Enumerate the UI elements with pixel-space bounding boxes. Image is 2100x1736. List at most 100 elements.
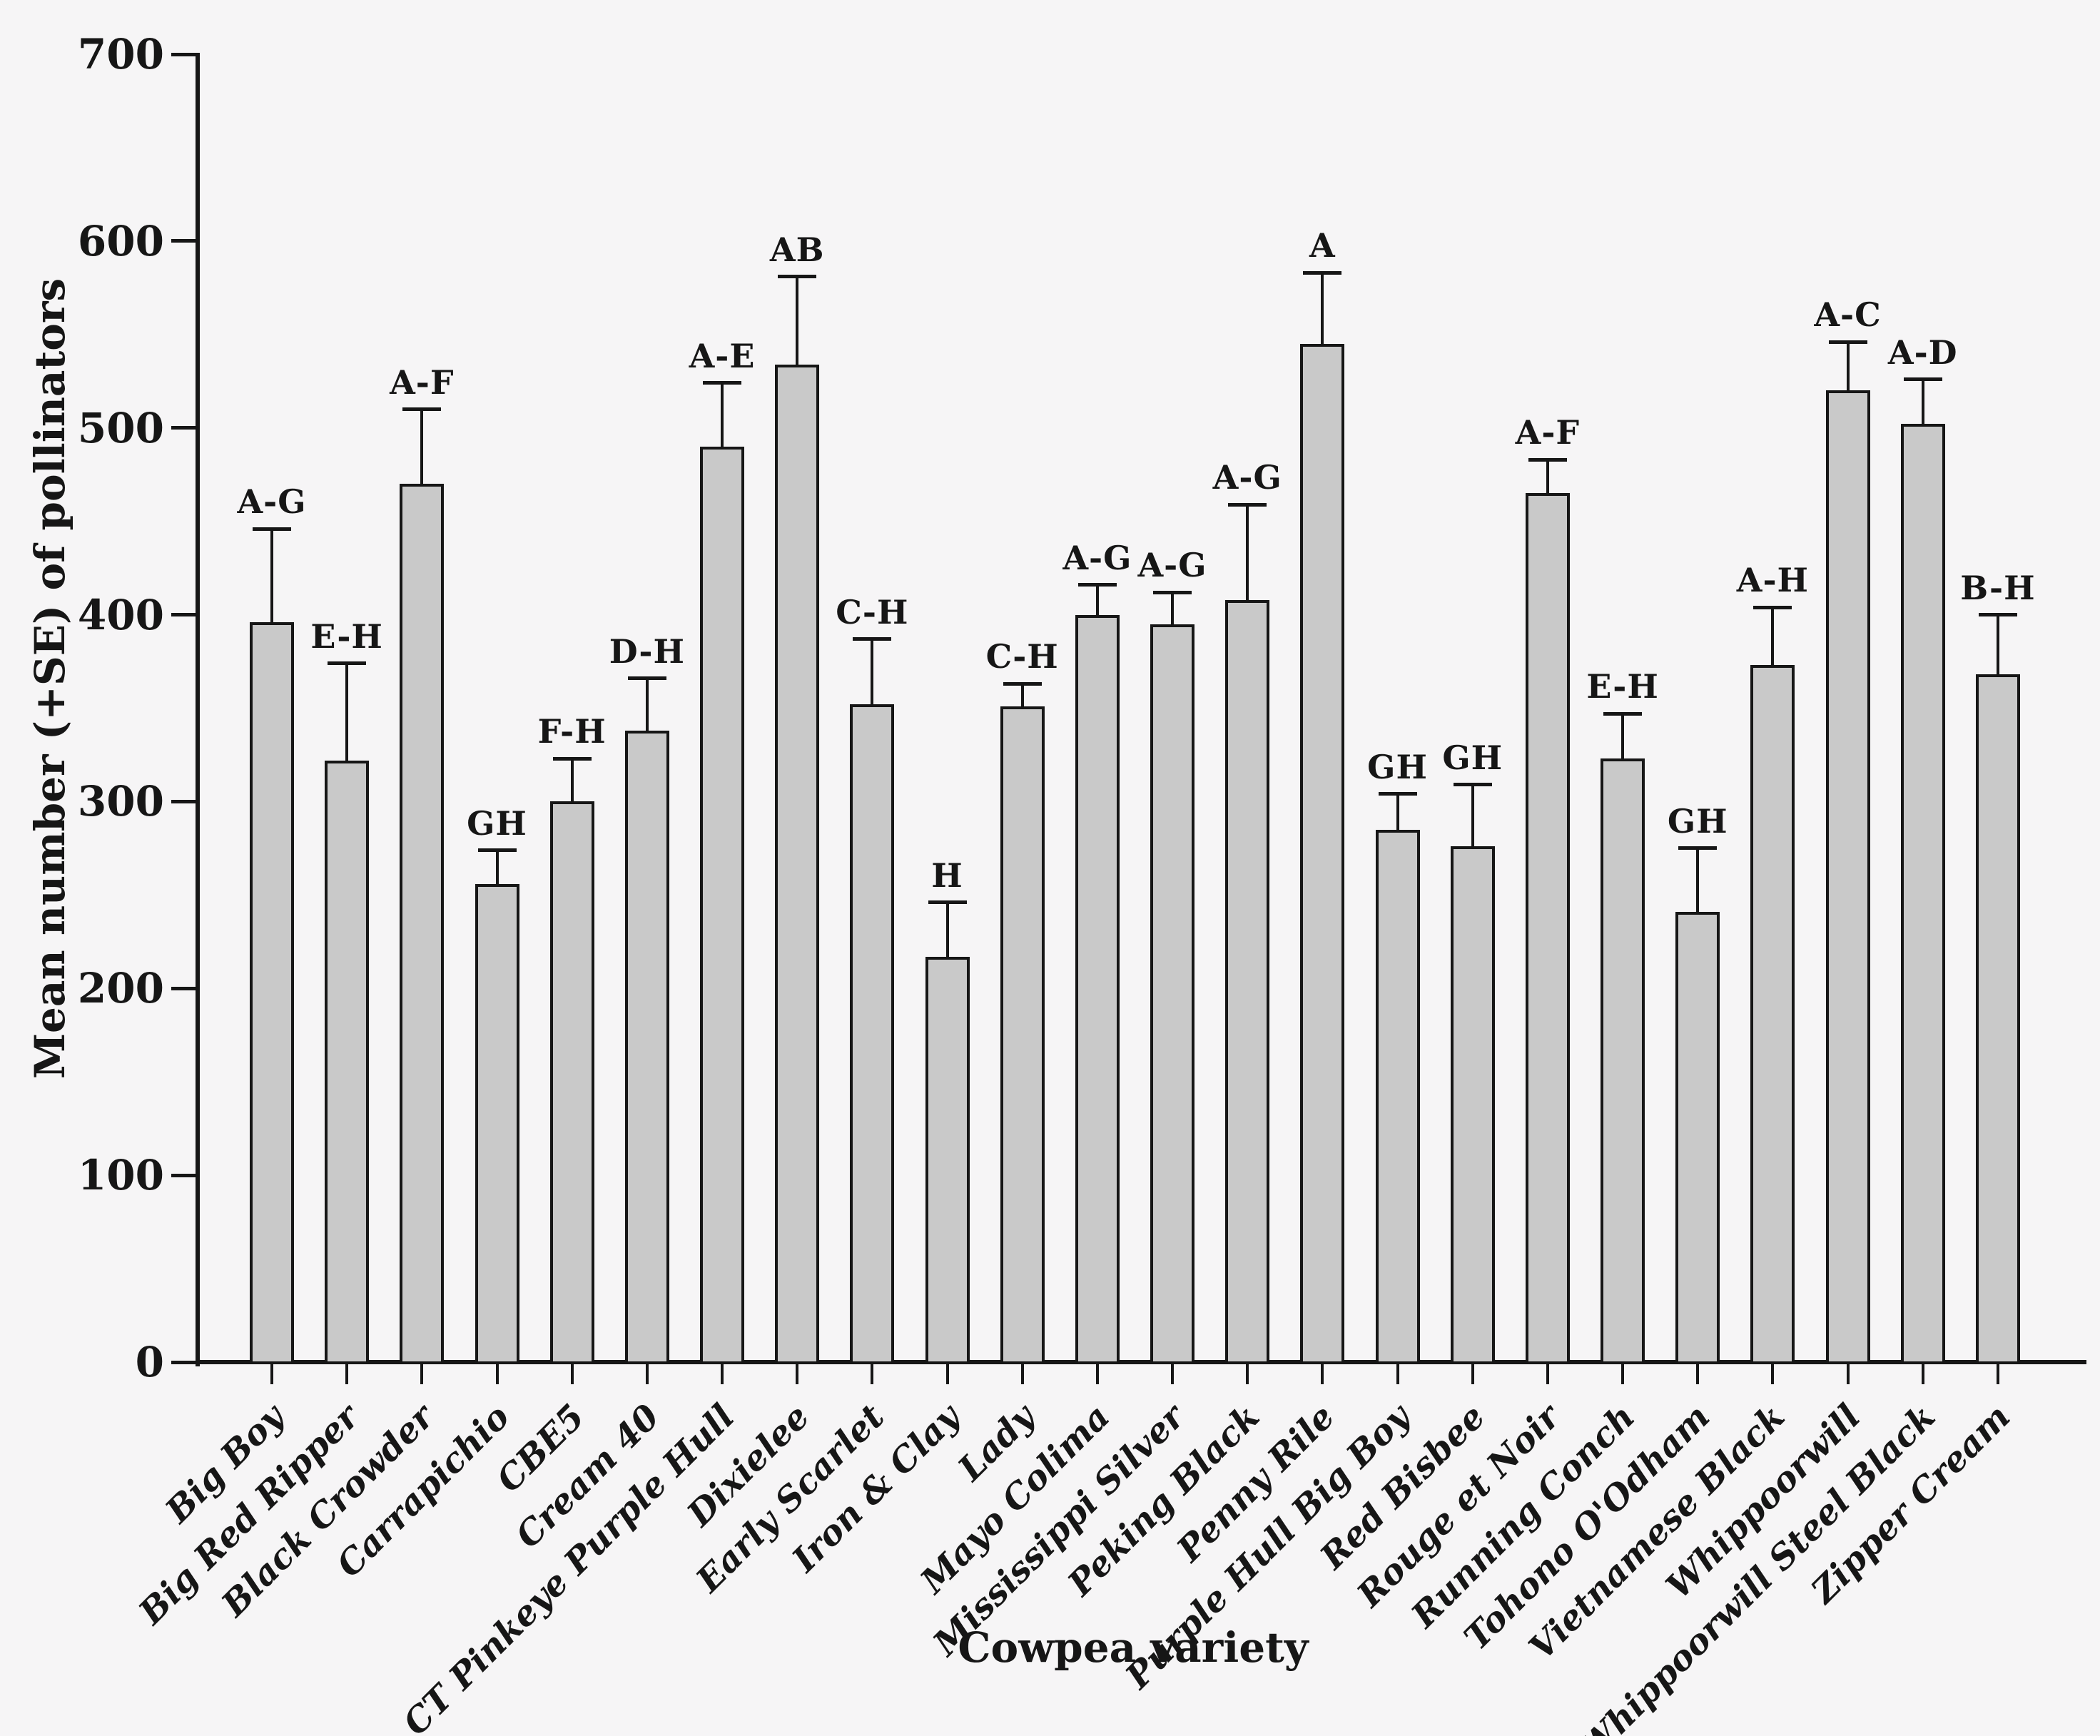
error-bar-line	[645, 678, 649, 731]
error-bar-cap	[1303, 270, 1342, 275]
error-bar-cap	[1003, 681, 1042, 686]
significance-letter-label: A-G	[1137, 546, 1207, 585]
error-bar-line	[420, 409, 424, 484]
x-tick-mark	[270, 1364, 273, 1384]
error-bar-cap	[1903, 377, 1942, 382]
x-tick-mark	[645, 1364, 649, 1384]
error-bar-cap	[253, 527, 291, 531]
bar	[925, 956, 970, 1364]
bar	[1375, 829, 1420, 1364]
bar	[1675, 911, 1720, 1364]
y-tick-label: 300	[77, 777, 164, 826]
x-tick-mark	[570, 1364, 574, 1384]
error-bar-cap	[928, 900, 967, 905]
significance-letter-label: A-G	[237, 482, 307, 522]
bar	[1750, 665, 1795, 1364]
error-bar-cap	[703, 381, 742, 385]
error-bar-line	[721, 382, 724, 447]
y-tick-mark	[171, 1173, 198, 1177]
error-bar-line	[1921, 379, 1924, 425]
y-axis-title: Mean number (+SE) of pollinators	[26, 278, 74, 1080]
error-bar-line	[1095, 584, 1099, 615]
error-bar-line	[1996, 614, 1999, 675]
significance-letter-label: A-E	[689, 336, 756, 375]
significance-letter-label: A-C	[1814, 295, 1882, 335]
error-bar-line	[1171, 592, 1175, 624]
y-tick-mark	[171, 239, 198, 243]
error-bar-cap	[1528, 457, 1567, 462]
error-bar-line	[1771, 607, 1775, 666]
error-bar-cap	[1228, 502, 1267, 507]
bar	[1900, 424, 1945, 1364]
error-bar-line	[1696, 848, 1700, 912]
bar	[1975, 674, 2020, 1364]
error-bar-cap	[1077, 583, 1117, 587]
bar	[250, 622, 294, 1364]
bar	[775, 364, 820, 1364]
x-tick-mark	[1171, 1364, 1175, 1384]
x-tick-mark	[495, 1364, 499, 1384]
bar	[1525, 493, 1570, 1364]
bar	[1000, 706, 1045, 1364]
significance-letter-label: F-H	[537, 712, 607, 751]
significance-letter-label: A	[1309, 226, 1336, 265]
y-tick-label: 200	[77, 964, 164, 1013]
bar	[1075, 614, 1120, 1364]
y-tick-mark	[171, 52, 198, 56]
x-tick-mark	[1846, 1364, 1850, 1384]
error-bar-cap	[328, 661, 367, 666]
significance-letter-label: A-G	[1212, 458, 1282, 497]
y-axis-line	[196, 53, 200, 1366]
y-tick-label: 0	[135, 1338, 164, 1386]
bar	[850, 704, 895, 1364]
error-bar-cap	[1753, 605, 1792, 609]
significance-letter-label: AB	[769, 230, 825, 269]
error-bar-cap	[402, 407, 442, 412]
error-bar-line	[1846, 342, 1850, 391]
x-tick-mark	[1621, 1364, 1625, 1384]
significance-letter-label: GH	[467, 803, 527, 843]
error-bar-cap	[778, 275, 817, 279]
x-tick-mark	[1696, 1364, 1700, 1384]
error-bar-line	[1396, 793, 1399, 830]
error-bar-line	[1621, 714, 1625, 759]
y-tick-label: 600	[77, 216, 164, 265]
significance-letter-label: A-D	[1887, 333, 1958, 372]
y-tick-mark	[171, 426, 198, 430]
error-bar-cap	[627, 676, 666, 681]
error-bar-line	[1246, 504, 1249, 600]
x-tick-mark	[1246, 1364, 1249, 1384]
error-bar-line	[945, 902, 949, 957]
y-tick-label: 700	[77, 30, 164, 78]
significance-letter-label: D-H	[609, 631, 685, 671]
bar	[1601, 758, 1645, 1364]
x-tick-mark	[1321, 1364, 1324, 1384]
y-tick-label: 400	[77, 590, 164, 639]
bar	[700, 446, 745, 1364]
error-bar-cap	[1378, 792, 1417, 796]
error-bar-cap	[1828, 340, 1867, 344]
significance-letter-label: GH	[1367, 747, 1428, 786]
bar	[549, 801, 594, 1364]
error-bar-line	[871, 639, 874, 705]
x-axis-title: Cowpea variety	[958, 1623, 1309, 1672]
error-bar-line	[796, 276, 799, 365]
x-tick-mark	[871, 1364, 874, 1384]
significance-letter-label: GH	[1442, 738, 1503, 777]
x-tick-mark	[420, 1364, 424, 1384]
significance-letter-label: B-H	[1960, 568, 2036, 607]
x-tick-mark	[345, 1364, 349, 1384]
significance-letter-label: A-G	[1062, 538, 1132, 577]
significance-letter-label: C-H	[836, 592, 909, 631]
significance-letter-label: H	[931, 856, 963, 895]
error-bar-cap	[1678, 846, 1718, 851]
error-bar-cap	[1978, 613, 2017, 617]
bar	[1450, 846, 1495, 1364]
x-tick-mark	[1921, 1364, 1924, 1384]
x-tick-mark	[1471, 1364, 1474, 1384]
significance-letter-label: GH	[1667, 801, 1728, 841]
y-tick-mark	[171, 799, 198, 803]
x-tick-mark	[721, 1364, 724, 1384]
error-bar-cap	[552, 756, 592, 761]
x-axis-line	[196, 1360, 2086, 1364]
